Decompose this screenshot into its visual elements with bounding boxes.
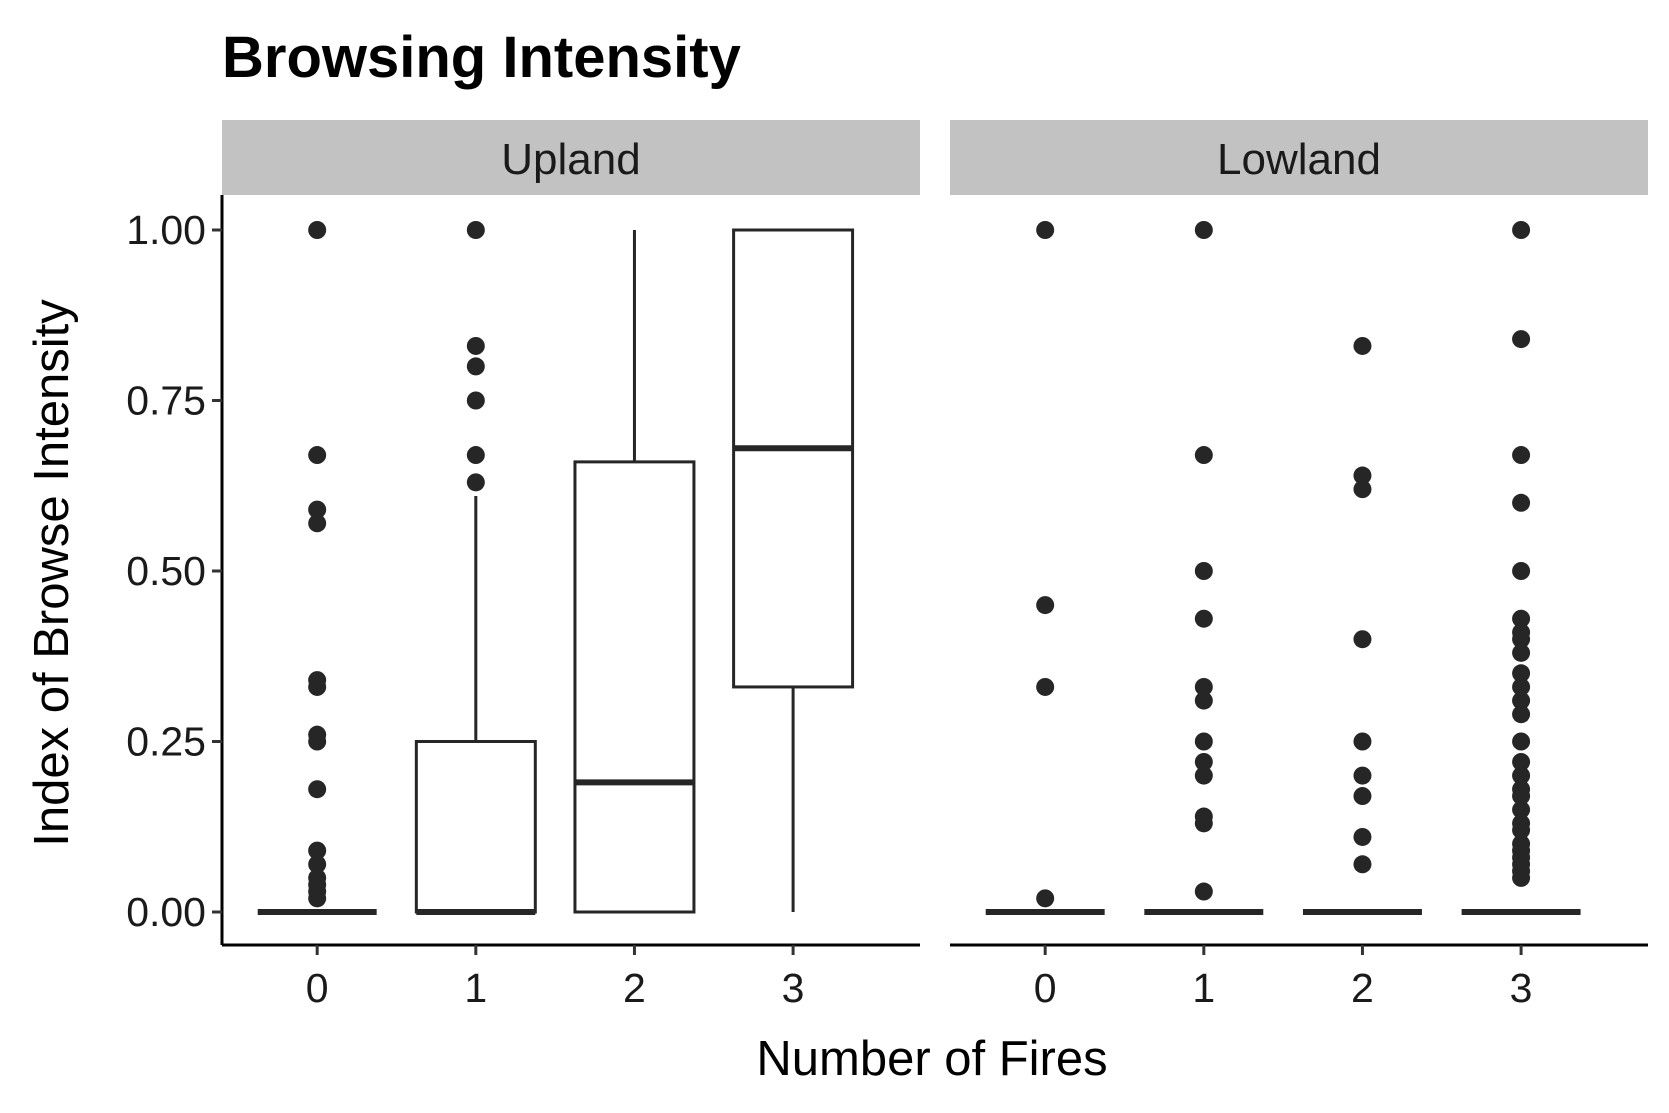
facet-panel-lowland: Lowland 0 1 2 3 [950,120,1648,1011]
outlier-point [1512,446,1531,465]
outlier-point [1194,882,1213,901]
box-0: 0 [257,221,377,1011]
box-3: 3 [1461,221,1581,1011]
x-tick-label: 3 [782,965,805,1011]
y-tick-label: 0.75 [126,378,206,424]
x-tick-label: 2 [1351,965,1374,1011]
outlier-point [1353,766,1372,785]
outlier-point [308,221,327,239]
outlier-point [1353,855,1372,874]
chart-title: Browsing Intensity [222,25,741,90]
outlier-point [1353,336,1372,355]
outlier-point [1512,787,1531,806]
outlier-point [1512,609,1531,628]
outlier-point [1036,596,1055,615]
outlier-point [1512,330,1531,349]
outlier-point [466,221,485,239]
facet-strip-label: Lowland [1217,135,1381,184]
x-tick-label: 2 [623,965,646,1011]
box-1: 1 [1144,221,1264,1011]
outlier-point [466,357,485,376]
outlier-point [1194,814,1213,833]
outlier-point [1194,677,1213,696]
facet-strip [222,120,920,195]
outlier-point [308,514,327,533]
outlier-point [1512,677,1531,696]
outlier-point [1512,630,1531,649]
outlier-point [1512,643,1531,662]
outlier-point [1512,705,1531,724]
y-axis: 0.00 0.25 0.50 0.75 1.00 [126,195,224,945]
box-iqr [732,228,855,689]
outlier-point [1194,221,1213,239]
outlier-point [1194,766,1213,785]
outlier-point [308,732,327,751]
outlier-point [1512,664,1531,683]
outlier-point [308,841,327,860]
x-tick-label: 1 [464,965,487,1011]
outlier-point [1036,889,1055,908]
outlier-point [1194,752,1213,771]
outlier-point [1036,677,1055,696]
facet-strip-label: Upland [501,135,640,184]
outlier-point [308,855,327,874]
outlier-point [308,677,327,696]
outlier-point [1512,221,1531,239]
outlier-point [1512,493,1531,512]
outlier-point [1194,732,1213,751]
outlier-point [1194,609,1213,628]
outlier-point [466,446,485,465]
box-0: 0 [985,221,1105,1011]
outlier-point [308,780,327,799]
box-iqr [414,740,537,914]
outlier-point [1194,562,1213,580]
y-tick-label: 0.50 [126,548,206,594]
box-2: 2 [1302,336,1422,1011]
box-2: 2 [573,230,696,1011]
outlier-point [466,391,485,410]
outlier-point [1512,562,1531,580]
outlier-point [1512,800,1531,819]
outlier-point [1353,480,1372,499]
outlier-point [1512,732,1531,751]
x-axis-title: Number of Fires [756,1032,1107,1086]
outlier-point [1512,752,1531,771]
outlier-point [466,473,485,492]
box-1: 1 [414,221,537,1011]
y-tick-label: 0.00 [126,889,206,935]
outlier-point [1512,868,1531,887]
x-tick-label: 0 [306,965,329,1011]
box-iqr [573,460,696,914]
outlier-point [1194,446,1213,465]
box-3: 3 [732,228,855,1011]
outlier-point [466,336,485,355]
outlier-point [1512,821,1531,840]
y-tick-label: 1.00 [126,207,206,253]
x-tick-label: 3 [1510,965,1533,1011]
outlier-point [1353,827,1372,846]
outlier-point [1353,787,1372,806]
outlier-point [1353,466,1372,485]
facet-strip [950,120,1648,195]
outlier-point [308,889,327,908]
outlier-point [1036,221,1055,239]
y-tick-label: 0.25 [126,719,206,765]
outlier-point [1512,691,1531,710]
x-tick-label: 0 [1034,965,1057,1011]
x-tick-label: 1 [1192,965,1215,1011]
outlier-point [1353,732,1372,751]
outlier-point [308,500,327,519]
y-axis-title: Index of Browse Intensity [25,299,79,847]
outlier-point [1353,630,1372,649]
outlier-point [308,446,327,465]
outlier-point [1194,691,1213,710]
facet-panel-upland: Upland 0 1 2 3 [222,120,920,1011]
outlier-point [1512,766,1531,785]
